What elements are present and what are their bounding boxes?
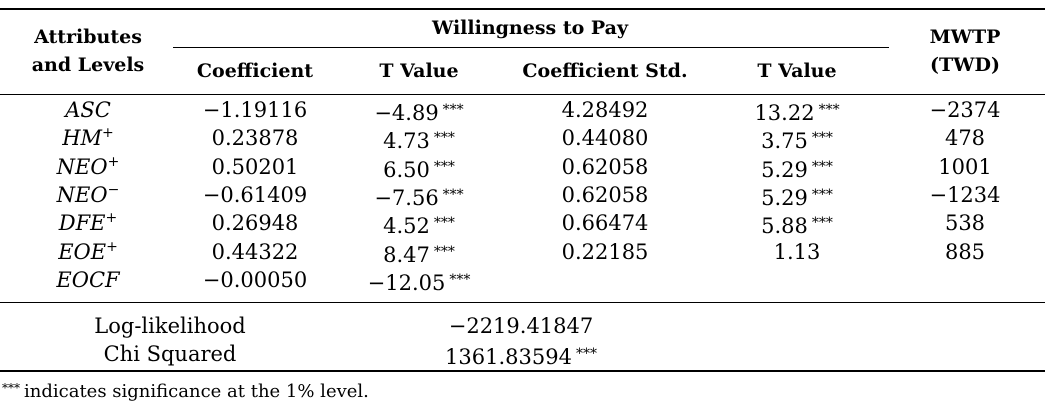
row-coefficient: 0.26948 [211,211,299,236]
chi-value-number: 1361.83594 [445,345,572,369]
t-value-number: −12.05 [367,270,446,295]
attribute-name: EOE [58,239,107,264]
attribute-level-sign: + [107,153,120,170]
row-mwtp: 1001 [938,154,992,179]
t-value-number: 4.73 [383,129,430,154]
chi-value: 1361.83594 *** [445,341,597,370]
significance-marker: *** [433,243,455,260]
attribute-name: NEO [56,182,108,207]
row-t-value: 8.47 *** [383,239,455,268]
significance-marker: *** [811,215,833,232]
footnote-marker: *** [2,381,20,395]
row-t-value: 4.52 *** [383,210,455,239]
header-mwtp-line1: MWTP [929,26,1001,48]
row-attribute: HM+ [62,125,114,151]
t-value-number: 3.75 [761,129,808,154]
row-coefficient: 0.50201 [211,154,299,179]
row-coefficient: −0.00050 [202,267,308,292]
attribute-level-sign: − [107,181,120,198]
footnote-text: indicates significance at the 1% level. [24,381,369,402]
header-coefficient-std: Coefficient Std. [522,60,688,82]
attribute-level-sign: + [106,238,118,255]
t-value-number: 5.29 [761,185,808,210]
row-t-value-2: 1.13 [774,239,821,265]
row-t-value-2: 5.29 *** [761,182,833,211]
row-coefficient-std: 0.22185 [561,239,649,264]
significance-marker: *** [442,102,464,118]
row-attribute: DFE+ [59,210,117,236]
row-mwtp: 885 [944,239,986,264]
row-t-value-2: 3.75 *** [761,125,833,154]
attribute-name: NEO [56,154,108,179]
header-t-value-2: T Value [757,60,837,82]
loglik-label: Log-likelihood [94,314,246,338]
significance-marker: *** [442,186,464,203]
row-mwtp: −2374 [929,98,1001,122]
row-t-value: −7.56 *** [374,182,463,211]
t-value-number: 8.47 [383,242,430,267]
row-coefficient-std: 0.44080 [561,126,649,151]
row-attribute: EOE+ [58,239,118,265]
header-coefficient: Coefficient [196,60,314,82]
header-attributes-line2: and Levels [31,54,145,76]
row-mwtp: −1234 [929,182,1001,207]
row-attribute: NEO− [57,182,120,208]
t-value-number: 13.22 [754,101,815,125]
significance-marker: *** [811,186,833,203]
row-t-value: 4.73 *** [383,125,455,154]
t-value-number: 5.88 [761,214,808,239]
significance-marker: *** [811,130,833,147]
header-group-willingness: Willingness to Pay [431,17,629,39]
row-attribute: NEO+ [57,154,120,180]
row-coefficient-std: 0.62058 [561,182,649,207]
top-rule [0,8,1045,10]
row-t-value: −12.05 *** [368,267,471,296]
header-mwtp-line2: (TWD) [930,54,1000,76]
t-value-number: −4.89 [374,101,439,125]
loglik-value: −2219.41847 [448,314,594,338]
attribute-name: EOCF [56,267,120,292]
t-value-number: 1.13 [773,239,821,264]
header-attributes-line1: Attributes [34,26,142,48]
attribute-name: DFE [58,211,106,236]
attribute-name: HM [62,126,103,151]
significance-marker: *** [449,271,471,288]
row-attribute: EOCF [56,267,119,293]
row-coefficient-std: 0.62058 [561,154,649,179]
row-coefficient: −1.19116 [202,98,308,122]
significance-marker: *** [811,158,833,175]
row-attribute: ASC [65,97,111,123]
significance-marker: *** [433,130,455,147]
attribute-level-sign: + [102,125,114,142]
row-t-value-2: 5.88 *** [761,210,833,239]
significance-marker: *** [433,215,455,232]
t-value-number: 5.29 [761,157,808,182]
row-coefficient: −0.61409 [202,182,308,207]
row-mwtp: 478 [944,126,986,151]
significance-marker: *** [433,158,455,175]
row-t-value: −4.89 *** [374,97,463,126]
row-t-value-2: 13.22 *** [754,97,839,126]
attribute-name: ASC [65,98,111,122]
group-underline [173,47,889,48]
header-t-value: T Value [379,60,459,82]
chi-significance: *** [575,346,597,362]
chi-label: Chi Squared [103,342,237,366]
header-bottom-rule [0,94,1045,95]
row-coefficient: 0.44322 [211,239,299,264]
attribute-level-sign: + [105,210,118,227]
t-value-number: 6.50 [383,157,430,182]
row-t-value: 6.50 *** [383,154,455,183]
t-value-number: 4.52 [383,214,430,239]
row-coefficient-std: 0.66474 [561,211,649,236]
row-coefficient-std: 4.28492 [561,98,649,122]
row-coefficient: 0.23878 [211,126,299,151]
row-mwtp: 538 [944,211,986,236]
row-t-value-2: 5.29 *** [761,154,833,183]
t-value-number: −7.56 [374,185,439,210]
table-footnote: *** indicates significance at the 1% leve… [2,375,369,405]
stats-separator-rule [0,302,1045,303]
bottom-rule [0,370,1045,372]
significance-marker: *** [818,102,840,118]
